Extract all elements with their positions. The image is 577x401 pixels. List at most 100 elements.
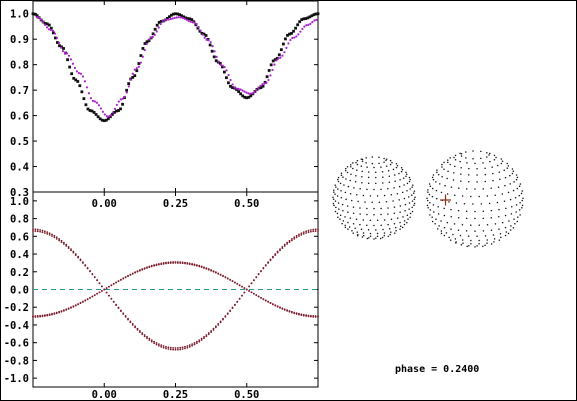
lightcurve-point — [247, 95, 251, 99]
star-mesh-point — [494, 194, 496, 196]
lightcurve-point — [61, 50, 65, 53]
rv-point — [77, 303, 80, 305]
star-mesh-point — [344, 224, 346, 227]
star-mesh-point — [413, 204, 415, 207]
lightcurve-point — [279, 48, 283, 52]
rv-point — [141, 332, 144, 334]
rv-point — [165, 347, 167, 350]
star-mesh-point — [399, 179, 401, 181]
star-mesh-point — [484, 173, 487, 176]
rv-point — [195, 264, 198, 267]
rv-point — [267, 262, 270, 264]
lightcurve-point — [302, 17, 306, 21]
rv-point — [217, 272, 220, 275]
lightcurve-point — [281, 54, 284, 57]
rv-point — [122, 277, 125, 280]
star-mesh-point — [334, 184, 336, 186]
star-mesh-point — [457, 229, 460, 231]
rv-point — [148, 339, 151, 341]
star-mesh-point — [501, 160, 504, 162]
star-mesh-point — [432, 178, 435, 181]
star-mesh-point — [440, 220, 442, 222]
star-mesh-point — [404, 203, 407, 206]
star-mesh-point — [393, 222, 396, 225]
lightcurve-point — [94, 113, 98, 116]
lightcurve-point — [63, 51, 67, 54]
rv-point — [290, 239, 293, 242]
lightcurve-point — [265, 75, 269, 79]
star-mesh-point — [439, 183, 441, 185]
star-mesh-point — [497, 186, 500, 188]
lightcurve-point — [195, 22, 198, 26]
star-mesh-point — [357, 200, 359, 203]
star-mesh-point — [338, 208, 340, 210]
star-mesh-point — [500, 236, 502, 239]
rv-point — [51, 312, 53, 315]
rv-y-tick-group: 1.0 0.8 0.6 0.4 0.2 0.0 -0.2 -0.4 -0.6 -0.8 -1.0 — [4, 196, 318, 385]
lightcurve-point — [87, 92, 91, 95]
rv-point — [236, 283, 239, 285]
star-mesh-point — [465, 157, 467, 159]
lightcurve-point — [161, 20, 164, 23]
rv-point — [86, 298, 89, 300]
star-mesh-point — [394, 226, 397, 229]
rv-point — [302, 231, 305, 234]
lightcurve-point — [296, 23, 300, 27]
phase-x-tick-label-top: 0.00 — [92, 198, 117, 210]
star-mesh-point — [335, 206, 337, 209]
rv-y-tick-label: 0.0 — [10, 285, 29, 297]
lightcurve-point — [243, 95, 247, 99]
rv-point — [32, 230, 34, 232]
star-mesh-point — [515, 211, 517, 213]
lightcurve-point — [279, 56, 282, 59]
lightcurve-point — [210, 49, 214, 53]
rv-point — [58, 239, 61, 242]
rv-point — [89, 270, 91, 273]
rv-point — [162, 345, 165, 347]
star-mesh-point — [499, 178, 501, 181]
rv-point — [34, 230, 37, 232]
lightcurve-point — [68, 65, 72, 69]
star-mesh-point — [507, 191, 510, 194]
lightcurve-point — [265, 81, 268, 84]
lightcurve-point — [165, 17, 169, 20]
lightcurve-point — [85, 86, 89, 89]
rv-point — [62, 243, 65, 245]
lightcurve-point — [187, 19, 190, 23]
rv-series-3 — [32, 230, 319, 349]
lightcurve-point — [211, 45, 214, 48]
rv-point — [43, 232, 46, 234]
rv-point — [172, 348, 175, 351]
lightcurve-point — [190, 18, 194, 21]
lightcurve-point — [225, 69, 228, 72]
star-mesh-point — [389, 163, 392, 166]
rv-point — [108, 294, 110, 297]
rv-point — [60, 310, 63, 312]
star-mesh-point — [521, 204, 524, 207]
star-mesh-point — [465, 230, 468, 232]
rv-point — [191, 263, 194, 266]
star-mesh-point — [361, 158, 364, 161]
rv-point — [217, 322, 220, 325]
rv-point — [96, 292, 99, 295]
lightcurve-point — [313, 19, 316, 22]
star-mesh-point — [518, 185, 521, 188]
star-mesh-point — [498, 171, 501, 173]
lightcurve-point — [192, 20, 196, 24]
star-mesh-point — [449, 239, 452, 241]
rv-point — [150, 340, 153, 343]
star-mesh-point — [511, 172, 514, 175]
star-mesh-point — [501, 221, 504, 224]
rv-point — [231, 306, 234, 309]
star-mesh-point — [516, 187, 519, 190]
star-mesh-point — [365, 157, 367, 159]
rv-point — [36, 315, 39, 317]
lightcurve-point — [203, 36, 206, 39]
lightcurve-point — [117, 109, 120, 112]
star-mesh-point — [346, 171, 349, 174]
star-mesh-point — [347, 221, 349, 224]
rv-point — [267, 300, 270, 303]
star-mesh-point — [395, 163, 398, 165]
lightcurve-y-tick-label: 0.7 — [10, 85, 29, 97]
